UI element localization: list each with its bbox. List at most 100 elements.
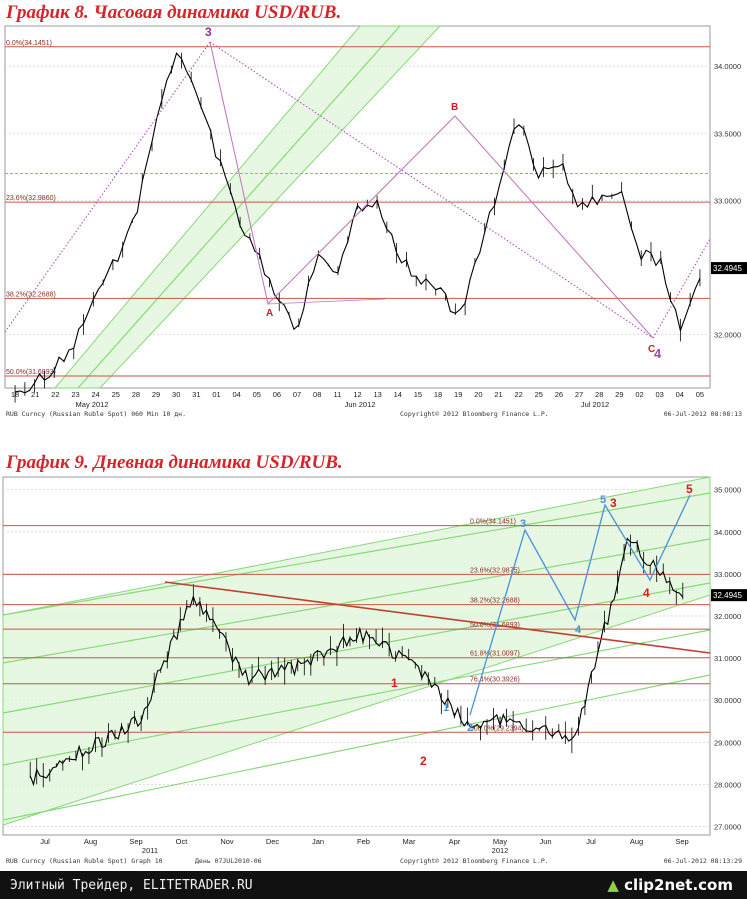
footer-source: Элитный Трейдер, ELITETRADER.RU xyxy=(10,878,253,893)
wave-label: 2 xyxy=(467,722,473,734)
x-tick-label: 24 xyxy=(91,390,99,399)
source-label: RUB Curncy (Russian Ruble Spot) 060 Min … xyxy=(6,410,186,418)
x-tick-label: 25 xyxy=(535,390,543,399)
y-tick-label: 32.0000 xyxy=(714,330,741,339)
x-tick-label: Nov xyxy=(220,837,234,846)
timestamp-label: 06-Jul-2012 08:08:13 xyxy=(664,410,742,418)
clip2net-logo[interactable]: ▲ clip2net.com xyxy=(607,876,733,894)
y-tick-label: 29.0000 xyxy=(714,738,741,747)
chart8-title: График 8. Часовая динамика USD/RUB. xyxy=(6,2,342,23)
wave-label: 1 xyxy=(443,702,449,714)
wave-label: 2 xyxy=(420,754,427,768)
x-tick-label: 28 xyxy=(595,390,603,399)
wave-label: 1 xyxy=(391,676,398,690)
channel-band xyxy=(2,476,711,826)
x-tick-label: 05 xyxy=(253,390,261,399)
x-tick-label: 26 xyxy=(555,390,563,399)
channel-band xyxy=(53,25,442,389)
y-tick-label: 33.0000 xyxy=(714,196,741,205)
x-tick-label: May xyxy=(493,837,507,846)
x-tick-label: 21 xyxy=(31,390,39,399)
footer: Элитный Трейдер, ELITETRADER.RU ▲ clip2n… xyxy=(0,871,747,899)
x-tick-label: 01 xyxy=(212,390,220,399)
fib-label: 38.2%(32.2688) xyxy=(470,598,520,605)
wave-line xyxy=(469,494,691,716)
last-price-box xyxy=(711,589,747,602)
y-tick-label: 27.0000 xyxy=(714,823,741,832)
last-price-label: 32.4945 xyxy=(713,264,742,273)
source-label: RUB Curncy (Russian Ruble Spot) Graph 10 xyxy=(6,857,163,865)
y-tick-label: 32.0000 xyxy=(714,612,741,621)
y-tick-label: 30.0000 xyxy=(714,696,741,705)
fib-label: 0.0%(34.1451) xyxy=(6,40,52,47)
wave-label: 3 xyxy=(610,496,617,510)
x-tick-label: Mar xyxy=(403,837,416,846)
x-tick-label: 25 xyxy=(112,390,120,399)
wave-label: B xyxy=(451,102,458,113)
y-tick-label: 28.0000 xyxy=(714,780,741,789)
last-price-label: 32.4945 xyxy=(713,591,742,600)
wave-label: 4 xyxy=(654,346,662,361)
fib-label: 100.0%(29.2394) xyxy=(470,725,524,732)
x-tick-label: Jan xyxy=(312,837,324,846)
x-tick-label: 02 xyxy=(635,390,643,399)
channel-line xyxy=(77,25,401,389)
wave-label: C xyxy=(648,344,655,355)
month-label: Jun 2012 xyxy=(345,400,376,409)
x-tick-label: 22 xyxy=(51,390,59,399)
x-tick-label: 06 xyxy=(273,390,281,399)
price-line xyxy=(15,52,701,394)
x-tick-label: 18 xyxy=(434,390,442,399)
month-label: May 2012 xyxy=(76,400,109,409)
x-tick-label: 08 xyxy=(313,390,321,399)
x-tick-label: Jul xyxy=(40,837,50,846)
year-label: 2012 xyxy=(492,846,509,855)
x-tick-label: 31 xyxy=(192,390,200,399)
channel-line xyxy=(2,492,711,616)
fib-label: 0.0%(34.1451) xyxy=(470,519,516,526)
wave-line xyxy=(267,298,386,305)
y-tick-label: 35.0000 xyxy=(714,486,741,495)
wave-label: 3 xyxy=(520,518,526,530)
date-info-label: День 07JUL2010-06 xyxy=(195,857,262,865)
chart9-title: График 9. Дневная динамика USD/RUB. xyxy=(6,452,343,473)
y-tick-label: 33.5000 xyxy=(714,129,741,138)
fib-label: 23.6%(32.9875) xyxy=(470,567,520,574)
month-label: Jul 2012 xyxy=(581,400,609,409)
x-tick-label: 18 xyxy=(11,390,19,399)
wave-label: 4 xyxy=(643,586,650,600)
x-tick-label: 15 xyxy=(414,390,422,399)
channel-line xyxy=(2,674,711,821)
x-tick-label: 22 xyxy=(514,390,522,399)
x-tick-label: 23 xyxy=(71,390,79,399)
wave-label: A xyxy=(266,308,273,319)
wave-label: 5 xyxy=(600,494,606,506)
wave-line xyxy=(164,581,711,654)
y-tick-label: 34.0000 xyxy=(714,62,741,71)
timestamp-label: 06-Jul-2012 08:13:29 xyxy=(664,857,742,865)
x-tick-label: 13 xyxy=(373,390,381,399)
x-tick-label: Jun xyxy=(539,837,551,846)
x-tick-label: Oct xyxy=(176,837,189,846)
x-tick-label: 29 xyxy=(152,390,160,399)
last-price-box xyxy=(711,262,747,275)
fib-label: 76.4%(30.3926) xyxy=(470,677,520,684)
fib-label: 38.2%(32.2688) xyxy=(6,291,56,298)
chart8: 34.0000 33.5000 33.0000 32.0000 0.0%(34.1451… xyxy=(4,25,747,418)
x-tick-label: Sep xyxy=(129,837,142,846)
x-tick-label: Dec xyxy=(266,837,280,846)
x-tick-label: 04 xyxy=(232,390,240,399)
wave-line xyxy=(209,41,654,339)
x-tick-label: Aug xyxy=(84,837,97,846)
x-tick-label: 28 xyxy=(132,390,140,399)
x-tick-label: 05 xyxy=(696,390,704,399)
channel-line xyxy=(2,538,711,664)
fib-label: 61.8%(31.0097) xyxy=(470,651,520,658)
wave-line xyxy=(209,41,654,339)
x-tick-label: 20 xyxy=(474,390,482,399)
y-tick-label: 31.0000 xyxy=(714,654,741,663)
x-tick-label: 04 xyxy=(676,390,684,399)
x-tick-label: 19 xyxy=(454,390,462,399)
wave-line xyxy=(652,238,711,339)
wave-label: 5 xyxy=(686,482,693,496)
